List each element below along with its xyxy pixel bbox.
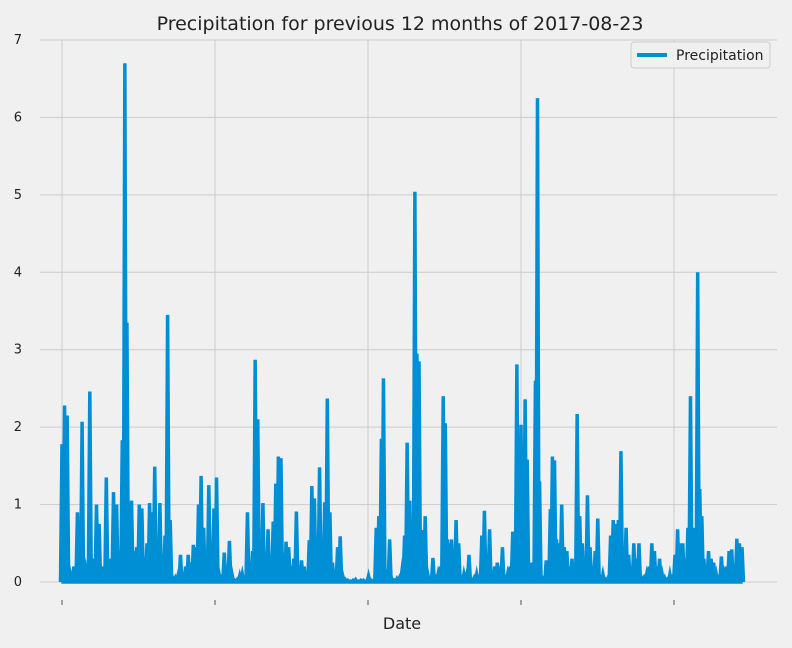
y-tick-label: 3 bbox=[14, 343, 22, 358]
y-tick-label: 7 bbox=[14, 33, 22, 48]
legend-label-precipitation: Precipitation bbox=[676, 48, 764, 64]
series-layer bbox=[58, 63, 746, 584]
series-line-precipitation bbox=[58, 63, 746, 584]
y-tick-label: 0 bbox=[14, 575, 22, 590]
y-tick-label: 4 bbox=[14, 265, 22, 280]
chart-title: Precipitation for previous 12 months of … bbox=[157, 13, 644, 35]
x-axis-label: Date bbox=[383, 614, 421, 633]
y-gridlines bbox=[40, 39, 777, 583]
legend-box bbox=[630, 41, 771, 69]
y-tick-label: 6 bbox=[14, 110, 22, 125]
y-tick-label: 1 bbox=[14, 498, 22, 513]
legend: Precipitation bbox=[630, 41, 771, 69]
y-tick-label: 5 bbox=[14, 188, 22, 203]
y-tick-labels: 0 1 2 3 4 5 6 7 bbox=[14, 33, 22, 590]
y-tick-label: 2 bbox=[14, 420, 22, 435]
